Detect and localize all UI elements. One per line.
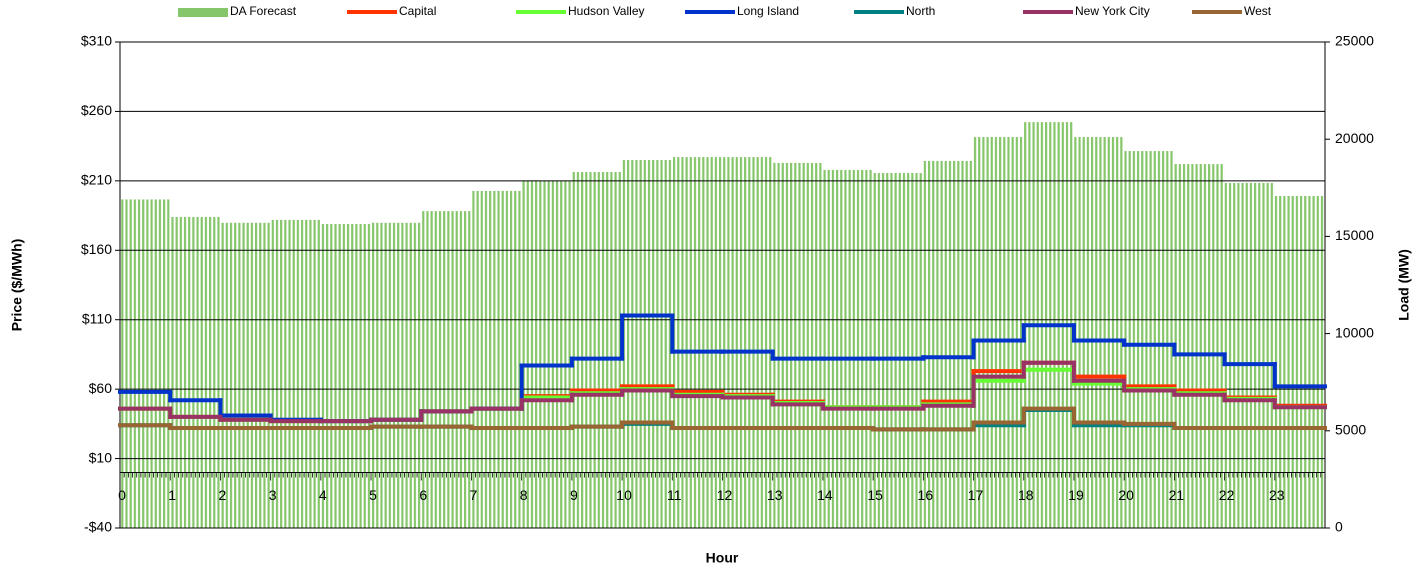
load-bar (822, 169, 874, 528)
y2-axis-title: Load (MW) (1396, 249, 1412, 321)
x-tick-label: 9 (570, 487, 578, 503)
load-bar (120, 199, 171, 529)
y-tick-label: $110 (82, 310, 112, 326)
x-tick-label: 15 (867, 487, 883, 503)
x-tick-label: 3 (269, 487, 277, 503)
x-tick-label: 11 (667, 487, 682, 503)
y-tick-label: $210 (81, 172, 112, 188)
load-bar (170, 216, 221, 528)
x-tick-label: 22 (1219, 487, 1235, 503)
x-tick-label: 16 (918, 487, 934, 503)
x-tick-label: 5 (369, 487, 377, 503)
load-bar (1224, 182, 1275, 528)
x-tick-label: 18 (1018, 487, 1034, 503)
x-tick-label: 13 (767, 487, 783, 503)
legend-label: North (906, 4, 935, 18)
load-bar (923, 160, 974, 529)
x-tick-label: 23 (1269, 487, 1285, 503)
load-bar (371, 222, 422, 529)
x-axis-title: Hour (706, 550, 739, 566)
x-tick-label: 17 (968, 487, 984, 503)
legend-label: DA Forecast (230, 4, 297, 18)
load-bar (320, 223, 372, 528)
y2-tick-label: 20000 (1335, 130, 1374, 146)
x-tick-label: 4 (319, 487, 327, 503)
load-bar (1124, 151, 1175, 528)
x-tick-label: 1 (168, 487, 176, 503)
x-tick-label: 10 (616, 487, 632, 503)
y2-tick-label: 15000 (1335, 227, 1374, 243)
load-bar (1073, 137, 1125, 529)
x-tick-label: 0 (118, 487, 126, 503)
x-tick-label: 19 (1068, 487, 1084, 503)
x-tick-label: 7 (470, 487, 478, 503)
load-bar (521, 180, 572, 528)
y-axis-title: Price ($/MWh) (9, 239, 25, 332)
load-bar (471, 190, 522, 528)
load-bar (1274, 195, 1325, 529)
y-tick-label: $310 (81, 33, 112, 49)
load-bar (270, 219, 321, 528)
y2-tick-label: 0 (1335, 519, 1343, 535)
x-tick-label: 8 (520, 487, 528, 503)
legend-label: Long Island (737, 4, 799, 18)
load-bar (220, 222, 271, 529)
load-bar (672, 157, 723, 529)
legend-label: Hudson Valley (568, 4, 645, 18)
x-tick-label: 14 (817, 487, 833, 503)
load-bar (873, 173, 924, 528)
y2-tick-label: 10000 (1335, 324, 1374, 340)
load-bar (571, 172, 623, 529)
legend-label: Capital (399, 4, 436, 18)
load-bar (421, 211, 472, 529)
y2-tick-label: 5000 (1335, 422, 1366, 438)
y-tick-label: $160 (81, 241, 112, 257)
load-bar (973, 137, 1024, 529)
x-tick-label: 6 (419, 487, 427, 503)
load-bar (772, 162, 823, 528)
y-tick-label: $10 (89, 449, 113, 465)
legend-label: New York City (1075, 4, 1150, 18)
legend-swatch (178, 8, 228, 17)
load-bar (722, 157, 773, 529)
legend-label: West (1244, 4, 1272, 18)
load-bar (622, 160, 673, 528)
y2-tick-label: 25000 (1335, 33, 1374, 49)
x-tick-label: 20 (1118, 487, 1134, 503)
x-tick-label: 12 (717, 487, 733, 503)
x-tick-label: 2 (219, 487, 227, 503)
y-tick-label: $260 (81, 102, 112, 118)
y-tick-label: -$40 (84, 519, 112, 535)
y-tick-label: $60 (89, 380, 113, 396)
load-bar (1174, 164, 1225, 529)
x-tick-label: 21 (1169, 487, 1185, 503)
